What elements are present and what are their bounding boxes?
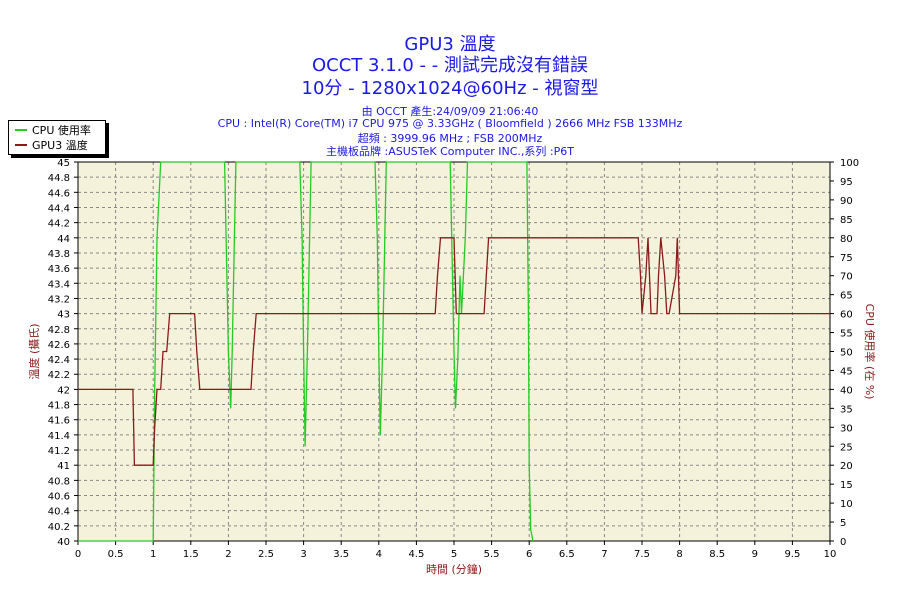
x-tick-label: 7 xyxy=(601,549,607,560)
chart-subtitle-settings: 10分 - 1280x1024@60Hz - 視窗型 xyxy=(301,78,599,99)
x-tick-label: 0 xyxy=(75,549,81,560)
x-tick-label: 8.5 xyxy=(709,549,725,560)
y-right-tick-label: 15 xyxy=(840,480,853,491)
y-left-tick-label: 42.6 xyxy=(48,340,70,351)
x-tick-label: 7.5 xyxy=(634,549,650,560)
legend-swatch-cpu xyxy=(15,129,27,131)
y-left-tick-label: 43.4 xyxy=(48,279,70,290)
y-right-tick-label: 25 xyxy=(840,442,853,453)
x-tick-label: 5 xyxy=(451,549,457,560)
y-left-tick-label: 43.8 xyxy=(48,249,70,260)
y-right-tick-label: 100 xyxy=(840,158,859,169)
legend-item-cpu: CPU 使用率 xyxy=(15,123,91,137)
x-tick-label: 5.5 xyxy=(484,549,500,560)
y-right-tick-label: 90 xyxy=(840,196,853,207)
legend-label-gpu: GPU3 溫度 xyxy=(32,139,88,152)
series-line-cpu-usage xyxy=(78,161,534,542)
y-right-tick-label: 75 xyxy=(840,253,853,264)
chart-title: GPU3 溫度 xyxy=(404,34,496,55)
y-left-tick-label: 43.2 xyxy=(48,294,70,305)
y-right-tick-label: 5 xyxy=(840,518,846,529)
y-right-tick-label: 60 xyxy=(840,310,853,321)
info-cpu: CPU : Intel(R) Core(TM) i7 CPU 975 @ 3.3… xyxy=(217,117,683,130)
legend-item-gpu: GPU3 溫度 xyxy=(15,138,88,152)
legend-label-cpu: CPU 使用率 xyxy=(32,124,91,137)
series-line-gpu3-temperature xyxy=(78,237,830,466)
y-right-tick-label: 40 xyxy=(840,385,853,396)
y-left-tick-label: 42 xyxy=(57,385,70,396)
y-left-tick-label: 43.6 xyxy=(48,264,70,275)
y-left-tick-label: 44.6 xyxy=(48,188,70,199)
x-tick-label: 10 xyxy=(824,549,837,560)
y-left-tick-label: 44.4 xyxy=(48,203,70,214)
y-left-tick-label: 42.8 xyxy=(48,325,70,336)
legend-swatch-gpu xyxy=(15,144,27,146)
y-left-tick-label: 41.2 xyxy=(48,446,70,457)
y-left-tick-label: 45 xyxy=(57,158,70,169)
x-tick-label: 9 xyxy=(752,549,758,560)
y-right-tick-label: 80 xyxy=(840,234,853,245)
y-left-tick-label: 42.2 xyxy=(48,370,70,381)
info-motherboard: 主機板品牌 :ASUSTeK Computer INC.,系列 :P6T xyxy=(326,145,574,158)
x-tick-label: 1 xyxy=(150,549,156,560)
y-left-tick-label: 44.8 xyxy=(48,173,70,184)
y-right-tick-label: 95 xyxy=(840,177,853,188)
y-left-tick-label: 40.4 xyxy=(48,507,70,518)
y-left-tick-label: 43 xyxy=(57,310,70,321)
x-axis-label: 時間 (分鐘) xyxy=(426,562,482,576)
y-axis-right-label: CPU 使用率 (在 %) xyxy=(863,304,877,400)
x-tick-label: 4 xyxy=(376,549,382,560)
x-tick-label: 0.5 xyxy=(108,549,124,560)
y-axis-left-label: 溫度 (攝氏) xyxy=(27,323,41,379)
y-right-tick-label: 70 xyxy=(840,272,853,283)
x-tick-label: 8 xyxy=(676,549,682,560)
y-left-tick-label: 41.8 xyxy=(48,401,70,412)
y-left-tick-label: 40.2 xyxy=(48,522,70,533)
plot-border xyxy=(77,161,831,542)
y-right-tick-label: 0 xyxy=(840,537,846,548)
info-generated: 由 OCCT 產生:24/09/09 21:06:40 xyxy=(361,105,539,118)
x-tick-label: 1.5 xyxy=(183,549,199,560)
x-tick-label: 2.5 xyxy=(258,549,274,560)
y-left-tick-label: 42.4 xyxy=(48,355,70,366)
y-left-tick-label: 41.6 xyxy=(48,416,70,427)
x-tick-label: 6.5 xyxy=(559,549,575,560)
x-tick-label: 2 xyxy=(225,549,231,560)
y-left-tick-label: 40.6 xyxy=(48,492,70,503)
y-left-tick-label: 40.8 xyxy=(48,476,70,487)
y-left-tick-label: 44.2 xyxy=(48,219,70,230)
y-right-tick-label: 10 xyxy=(840,499,853,510)
chart-legend: CPU 使用率 GPU3 溫度 xyxy=(8,120,106,155)
y-right-tick-label: 20 xyxy=(840,461,853,472)
x-tick-label: 4.5 xyxy=(408,549,424,560)
y-right-tick-label: 30 xyxy=(840,423,853,434)
x-tick-label: 3 xyxy=(300,549,306,560)
info-overclock: 超頻 : 3999.96 MHz ; FSB 200MHz xyxy=(357,132,543,145)
y-right-tick-label: 45 xyxy=(840,366,853,377)
y-left-tick-label: 41 xyxy=(57,461,70,472)
y-right-tick-label: 50 xyxy=(840,348,853,359)
y-right-tick-label: 85 xyxy=(840,215,853,226)
y-right-tick-label: 65 xyxy=(840,291,853,302)
y-left-tick-label: 41.4 xyxy=(48,431,70,442)
y-left-tick-label: 40 xyxy=(57,537,70,548)
chart-subtitle-test-result: OCCT 3.1.0 - - 測試完成沒有錯誤 xyxy=(312,55,588,76)
x-tick-label: 6 xyxy=(526,549,532,560)
y-right-tick-label: 35 xyxy=(840,404,853,415)
x-tick-label: 3.5 xyxy=(333,549,349,560)
x-tick-label: 9.5 xyxy=(784,549,800,560)
y-right-tick-label: 55 xyxy=(840,329,853,340)
y-left-tick-label: 44 xyxy=(57,234,70,245)
